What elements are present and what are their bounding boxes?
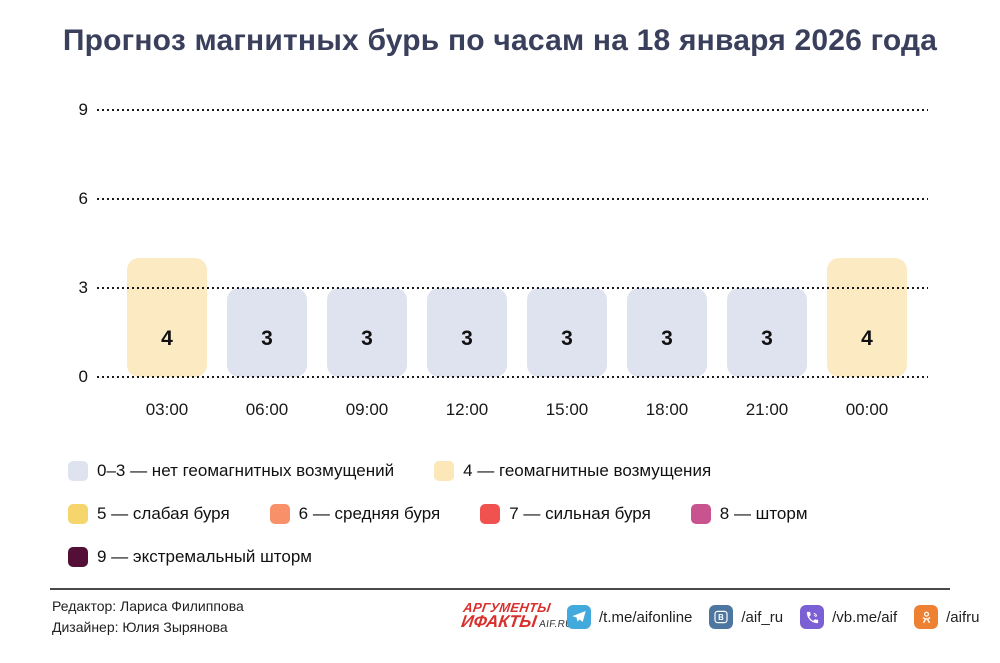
bar: 3	[527, 288, 607, 377]
social-link-vk[interactable]: B/aif_ru	[709, 605, 783, 629]
x-tick-label: 15:00	[545, 400, 589, 419]
legend-label: 5 — слабая буря	[97, 504, 230, 523]
x-tick-label: 00:00	[845, 400, 889, 419]
gridline	[97, 198, 928, 200]
bar-value-label: 3	[461, 327, 473, 350]
bar-value-label: 3	[761, 327, 773, 350]
y-axis: 0 3 6 9	[0, 0, 88, 420]
legend-label: 8 — шторм	[719, 504, 808, 523]
credits: Редактор: Лариса Филиппова Дизайнер: Юли…	[52, 596, 244, 638]
bar: 3	[327, 288, 407, 377]
svg-text:B: B	[719, 613, 725, 622]
x-tick-label: 21:00	[745, 400, 789, 419]
credit-editor: Редактор: Лариса Филиппова	[52, 598, 244, 614]
legend-item: 8 — шторм	[690, 504, 808, 524]
x-tick-label: 03:00	[145, 400, 189, 419]
bar: 4	[127, 258, 207, 377]
legend-label: 7 — сильная буря	[509, 504, 651, 523]
legend-swatch	[690, 504, 711, 524]
legend-item: 4 — геомагнитные возмущения	[434, 461, 711, 481]
legend-swatch	[434, 461, 455, 481]
legend-item: 7 — сильная буря	[480, 504, 651, 524]
legend-row: 0–3 — нет геомагнитных возмущений 4 — гео…	[68, 461, 711, 481]
legend-item: 6 — средняя буря	[269, 504, 441, 524]
plot-area: 4 3 3 3 3 3 3 4	[97, 109, 928, 378]
legend-label: 9 — экстремальный шторм	[97, 547, 312, 566]
social-links: /t.me/aifonline B/aif_ru/vb.me/aif/aifru	[567, 605, 979, 629]
page-title: Прогноз магнитных бурь по часам на 18 ян…	[62, 24, 938, 57]
legend-label: 4 — геомагнитные возмущения	[463, 461, 712, 480]
bar: 3	[227, 288, 307, 377]
bar-value-label: 3	[661, 327, 673, 350]
bar: 3	[627, 288, 707, 377]
credit-designer: Дизайнер: Юлия Зырянова	[52, 619, 228, 635]
social-link-viber[interactable]: /vb.me/aif	[800, 605, 897, 629]
social-link-ok[interactable]: /aifru	[914, 605, 979, 629]
bar: 3	[427, 288, 507, 377]
social-handle: /vb.me/aif	[832, 608, 898, 626]
social-handle: /aif_ru	[741, 608, 784, 626]
x-tick-label: 06:00	[245, 400, 289, 419]
y-tick-label: 0	[78, 367, 88, 386]
y-tick-label: 3	[78, 278, 88, 297]
telegram-icon	[567, 605, 591, 629]
bar-value-label: 4	[161, 327, 173, 350]
legend-row: 5 — слабая буря 6 — средняя буря 7 — сильн…	[68, 504, 808, 524]
aif-logo-line2: ИФАКТЫAIF.RU	[460, 612, 574, 631]
y-tick-label: 9	[78, 100, 88, 119]
aif-logo: АРГУМЕНТЫ ИФАКТЫAIF.RU	[460, 600, 576, 633]
legend-label: 6 — средняя буря	[298, 504, 441, 523]
gridline	[97, 287, 928, 289]
ok-icon	[914, 605, 939, 629]
legend-swatch	[68, 547, 88, 567]
gridline	[97, 376, 928, 378]
social-handle: /aifru	[946, 608, 980, 626]
y-tick-label: 6	[78, 189, 88, 208]
legend-swatch	[269, 504, 290, 524]
legend-item: 9 — экстремальный шторм	[68, 547, 312, 567]
legend-label: 0–3 — нет геомагнитных возмущений	[97, 461, 395, 480]
gridline	[97, 109, 928, 111]
footer-divider	[50, 588, 950, 590]
bar-value-label: 4	[861, 327, 873, 350]
x-tick-label: 09:00	[345, 400, 389, 419]
x-axis: 03:00 06:00 09:00 12:00 15:00 18:00 21:00 00:00	[97, 400, 928, 426]
legend-swatch	[68, 461, 88, 481]
legend-item: 5 — слабая буря	[68, 504, 230, 524]
vk-icon: B	[709, 605, 734, 629]
legend-swatch	[480, 504, 501, 524]
viber-icon	[800, 605, 825, 629]
bar: 4	[827, 258, 907, 377]
social-link-telegram[interactable]: /t.me/aifonline	[567, 605, 692, 629]
bar-value-label: 3	[561, 327, 573, 350]
bar: 3	[727, 288, 807, 377]
bar-value-label: 3	[361, 327, 373, 350]
legend-row: 9 — экстремальный шторм	[68, 547, 312, 567]
legend-swatch	[68, 504, 88, 524]
x-tick-label: 12:00	[445, 400, 489, 419]
bar-value-label: 3	[261, 327, 273, 350]
x-tick-label: 18:00	[645, 400, 689, 419]
legend-item: 0–3 — нет геомагнитных возмущений	[68, 461, 394, 481]
social-handle: /t.me/aifonline	[599, 608, 693, 626]
